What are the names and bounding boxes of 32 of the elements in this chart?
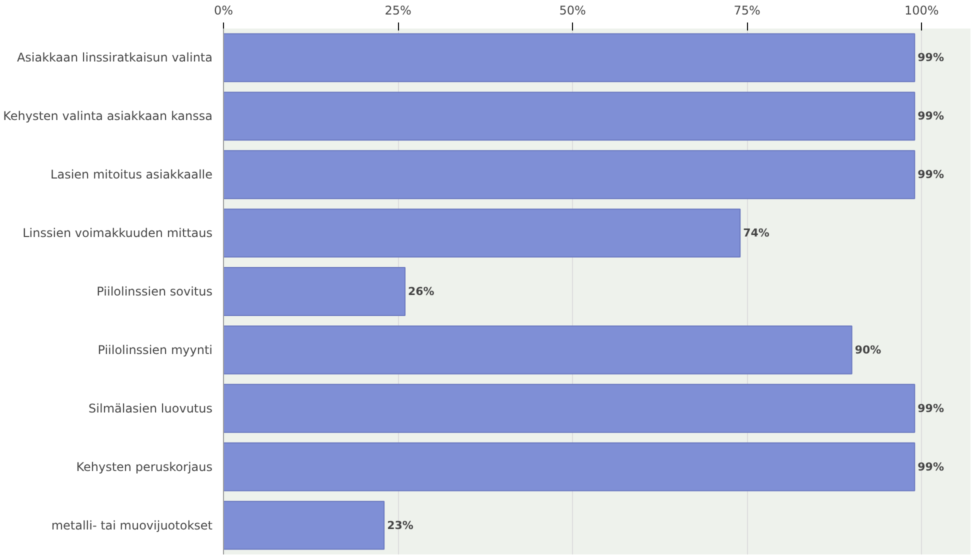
data-label: 99% — [918, 168, 944, 182]
bar — [224, 500, 385, 550]
x-tick-label: 50% — [559, 4, 586, 18]
data-label: 74% — [743, 226, 770, 240]
x-tick-label: 75% — [734, 4, 760, 18]
y-tick-label: Lasien mitoitus asiakkaalle — [50, 168, 213, 182]
x-tick-label: 25% — [384, 4, 412, 18]
data-label: 99% — [918, 460, 944, 474]
bar — [224, 208, 741, 258]
y-tick-label: Piilolinssien sovitus — [96, 284, 213, 298]
x-tick-label: 100% — [904, 4, 939, 18]
bar — [224, 442, 916, 492]
bar — [224, 384, 916, 433]
bar — [224, 267, 406, 316]
x-tick-label: 0% — [214, 4, 234, 18]
data-label: 99% — [918, 402, 944, 415]
y-tick-label: Kehysten peruskorjaus — [76, 460, 213, 474]
data-label: 26% — [408, 285, 434, 298]
y-tick-label: Linssien voimakkuuden mittaus — [22, 226, 212, 240]
data-label: 99% — [918, 110, 944, 123]
bar — [224, 150, 916, 200]
bar — [224, 92, 916, 141]
y-tick-label: Silmälasien luovutus — [88, 401, 213, 416]
y-tick-label: Piilolinssien myynti — [98, 342, 213, 357]
data-label: 90% — [854, 343, 882, 356]
data-label: 23% — [387, 518, 414, 532]
y-tick-label: Kehysten valinta asiakkaan kanssa — [3, 109, 213, 124]
bar — [224, 33, 916, 82]
y-tick-label: metalli- tai muovijuotokset — [51, 518, 213, 532]
bar — [224, 325, 852, 374]
y-tick-label: Asiakkaan linssiratkaisun valinta — [16, 50, 213, 65]
data-label: 99% — [918, 51, 944, 64]
